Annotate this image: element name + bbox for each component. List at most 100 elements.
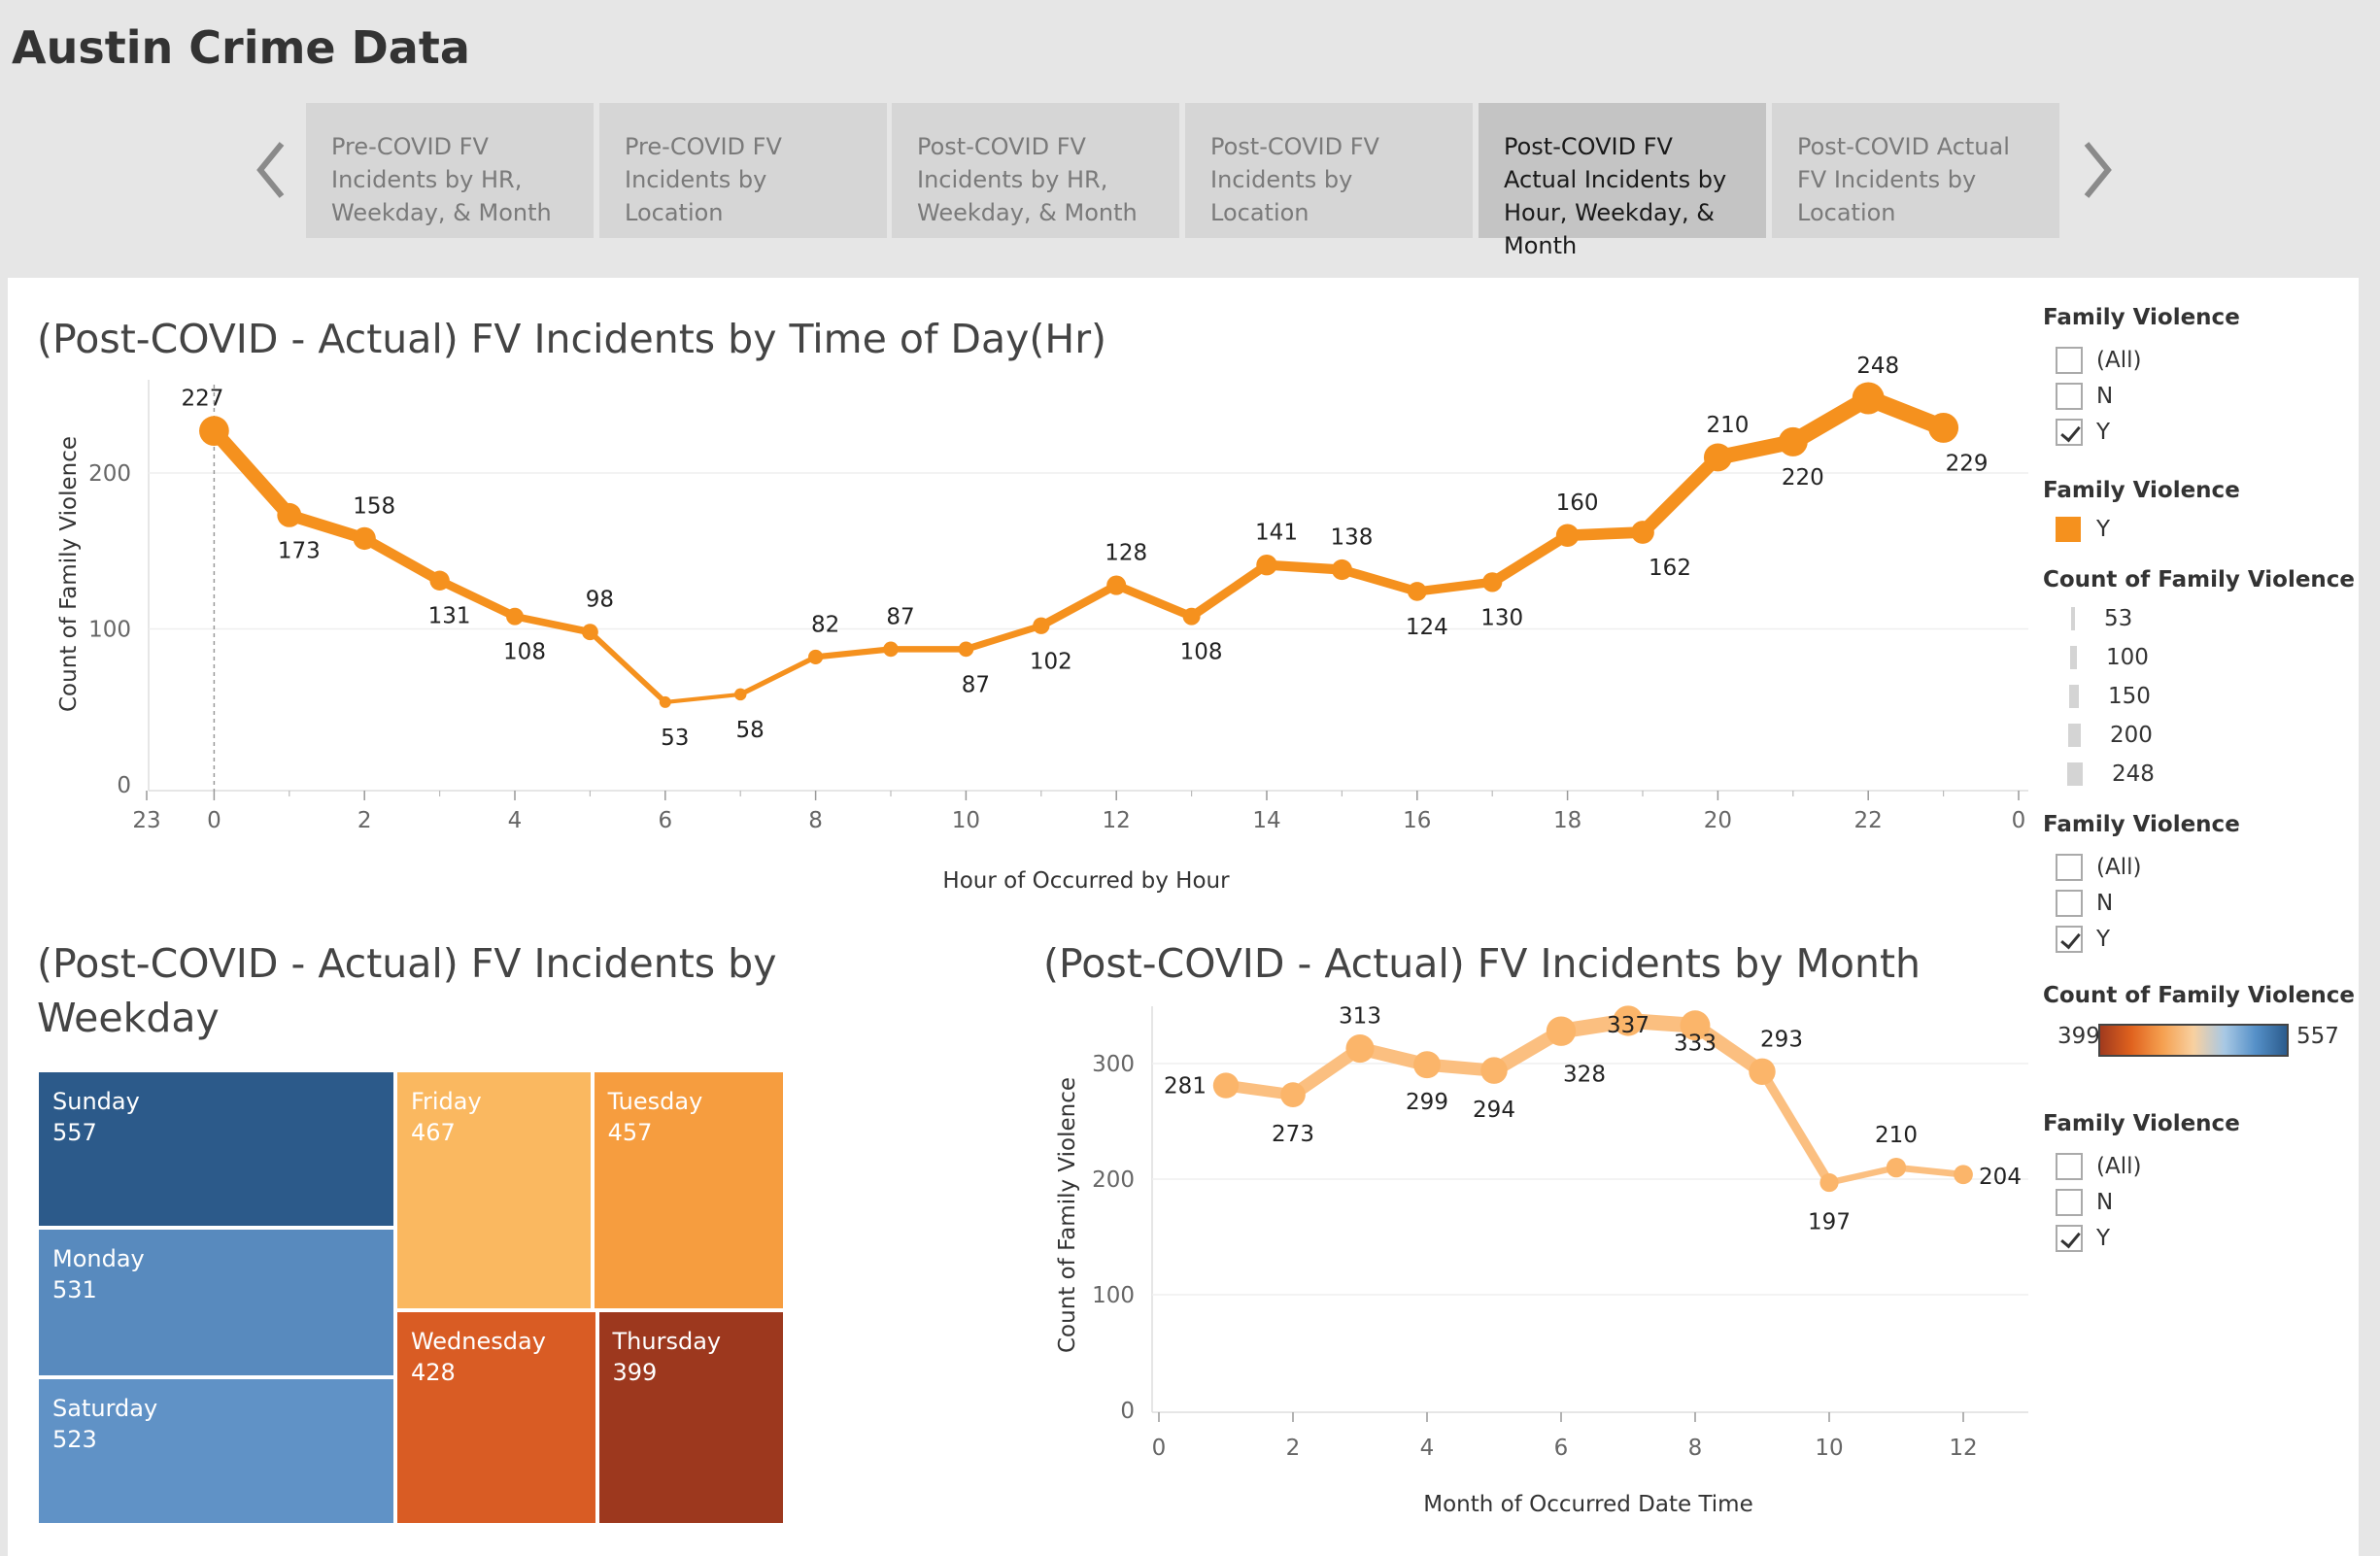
data-label: 102 [1030, 649, 1072, 674]
x-tick-label: 16 [1403, 808, 1431, 833]
month-chart-title: (Post-COVID - Actual) FV Incidents by Mo… [1043, 940, 1921, 987]
color-swatch [2056, 517, 2081, 542]
data-label: 128 [1105, 541, 1147, 566]
treemap-cell-value: 457 [607, 1119, 653, 1146]
line-segment [737, 654, 819, 697]
x-tick-label: 2 [1286, 1436, 1301, 1461]
data-label: 337 [1607, 1013, 1649, 1038]
tab-post-covid-hr-weekday-month[interactable]: Post-COVID FV Incidents by HR, Weekday, … [892, 103, 1179, 238]
checkbox-icon[interactable] [2056, 1189, 2083, 1216]
data-point [1954, 1165, 1973, 1185]
data-label: 333 [1674, 1032, 1717, 1057]
data-point [353, 526, 376, 551]
treemap-cell-friday[interactable]: Friday 467 [394, 1070, 593, 1310]
x-tick-label: 6 [1554, 1436, 1569, 1461]
x-tick-label: 20 [1704, 808, 1732, 833]
filter2-option-all[interactable]: (All) [2056, 853, 2141, 882]
data-point [1555, 524, 1580, 547]
filter1-label-y: Y [2096, 420, 2111, 445]
tab-post-covid-actual-location[interactable]: Post-COVID Actual FV Incidents by Locati… [1772, 103, 2059, 238]
tab-post-covid-location[interactable]: Post-COVID FV Incidents by Location [1185, 103, 1473, 238]
line-segment [1261, 559, 1347, 575]
data-label: 130 [1480, 605, 1523, 630]
treemap-cell-monday[interactable]: Monday 531 [37, 1227, 395, 1378]
filter2-option-n[interactable]: N [2056, 889, 2113, 918]
filter3-option-all[interactable]: (All) [2056, 1152, 2141, 1181]
hour-chart-title: (Post-COVID - Actual) FV Incidents by Ti… [37, 316, 1107, 362]
treemap-cell-label: Wednesday [410, 1327, 546, 1355]
data-point [277, 502, 302, 527]
line-segment [1412, 577, 1497, 596]
page-title: Austin Crime Data [12, 21, 470, 74]
data-label: 227 [181, 387, 223, 412]
data-point [1280, 1082, 1306, 1107]
size-legend-item: 150 [2069, 682, 2151, 711]
line-segment [1561, 526, 1649, 542]
size-legend-item: 248 [2067, 760, 2155, 789]
x-tick-label: 12 [1949, 1436, 1977, 1461]
data-label: 141 [1255, 521, 1298, 546]
filter2-label-all: (All) [2096, 855, 2142, 880]
treemap-cell-sunday[interactable]: Sunday 557 [37, 1070, 395, 1228]
x-tick-label: 22 [1854, 808, 1883, 833]
treemap-cell-label: Thursday [612, 1327, 722, 1355]
checkbox-icon[interactable] [2056, 854, 2083, 881]
y-tick-label: 0 [1120, 1399, 1135, 1424]
line-segment [663, 692, 743, 705]
filter3-label-all: (All) [2096, 1154, 2142, 1179]
treemap-cell-label: Sunday [52, 1088, 140, 1115]
data-point [1480, 1057, 1508, 1084]
tab-pre-covid-hr-weekday-month[interactable]: Pre-COVID FV Incidents by HR, Weekday, &… [306, 103, 594, 238]
data-label: 160 [1556, 490, 1599, 516]
treemap-cell-tuesday[interactable]: Tuesday 457 [592, 1070, 785, 1310]
filter2-option-y[interactable]: Y [2056, 925, 2110, 954]
line-segment [1636, 451, 1725, 539]
checkbox-checked-icon[interactable] [2056, 1225, 2083, 1252]
filter3-label-y: Y [2096, 1226, 2111, 1251]
filter1-option-y[interactable]: Y [2056, 418, 2110, 447]
data-label: 293 [1760, 1027, 1803, 1052]
line-segment [812, 646, 895, 660]
gradient-bar [2098, 1024, 2289, 1057]
data-point [1106, 575, 1127, 595]
tab-post-covid-actual-hour-weekday-month[interactable]: Post-COVID FV Actual Incidents by Hour, … [1479, 103, 1766, 259]
filter2-title: Family Violence [2043, 812, 2240, 837]
treemap-cell-thursday[interactable]: Thursday 399 [596, 1309, 785, 1525]
treemap-cell-value: 531 [52, 1275, 97, 1303]
filter3-option-n[interactable]: N [2056, 1188, 2113, 1217]
size-legend-item: 100 [2070, 643, 2149, 672]
x-tick-label: 23 [132, 808, 160, 833]
checkbox-checked-icon[interactable] [2056, 419, 2083, 446]
data-label: 248 [1856, 354, 1899, 379]
filter3-option-y[interactable]: Y [2056, 1224, 2110, 1253]
chevron-left-icon[interactable] [253, 136, 291, 204]
tab-pre-covid-location[interactable]: Pre-COVID FV Incidents by Location [599, 103, 887, 238]
data-label: 87 [886, 604, 914, 629]
data-label: 87 [962, 672, 990, 697]
treemap-cell-wednesday[interactable]: Wednesday 428 [394, 1309, 597, 1525]
treemap-cell-label: Tuesday [607, 1088, 703, 1115]
x-tick-label: 4 [508, 808, 523, 833]
line-segment [1337, 564, 1422, 596]
data-label: 328 [1563, 1063, 1606, 1088]
chevron-right-icon[interactable] [2077, 136, 2116, 204]
data-point [1778, 426, 1808, 457]
y-axis-title: Count of Family Violence [1055, 1077, 1080, 1353]
data-point [883, 641, 899, 658]
data-label: 162 [1649, 556, 1691, 581]
gradient-min-label: 399 [2057, 1024, 2100, 1049]
checkbox-icon[interactable] [2056, 383, 2083, 410]
data-point [733, 688, 747, 701]
checkbox-icon[interactable] [2056, 890, 2083, 917]
checkbox-icon[interactable] [2056, 1153, 2083, 1180]
line-segment [1486, 529, 1573, 588]
checkbox-checked-icon[interactable] [2056, 926, 2083, 953]
data-label: 108 [503, 640, 546, 665]
x-tick-label: 8 [1688, 1436, 1703, 1461]
data-label: 313 [1339, 1004, 1381, 1030]
filter1-option-all[interactable]: (All) [2056, 346, 2141, 375]
checkbox-icon[interactable] [2056, 347, 2083, 374]
treemap-cell-saturday[interactable]: Saturday 523 [37, 1377, 395, 1525]
filter1-option-n[interactable]: N [2056, 382, 2113, 411]
x-tick-label: 0 [2012, 808, 2026, 833]
